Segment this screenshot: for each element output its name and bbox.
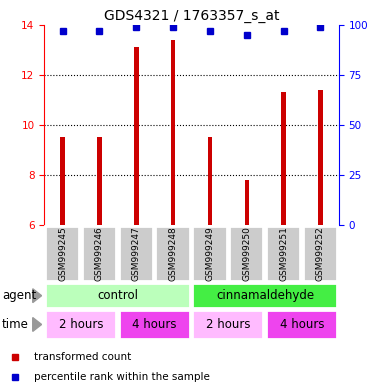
Bar [266,310,337,339]
Bar [45,283,190,308]
Text: percentile rank within the sample: percentile rank within the sample [33,372,209,382]
Text: GSM999246: GSM999246 [95,226,104,281]
Bar [45,226,79,281]
Bar [192,226,226,281]
Bar [192,283,337,308]
Polygon shape [33,318,42,331]
Bar [266,226,300,281]
Bar [171,40,175,225]
Bar [208,137,212,225]
Bar [60,137,65,225]
Text: cinnamaldehyde: cinnamaldehyde [216,289,314,302]
Title: GDS4321 / 1763357_s_at: GDS4321 / 1763357_s_at [104,8,279,23]
Bar [82,226,116,281]
Text: 4 hours: 4 hours [132,318,177,331]
Text: 4 hours: 4 hours [280,318,324,331]
Text: control: control [97,289,138,302]
Polygon shape [33,289,42,303]
Bar [134,48,139,225]
Text: transformed count: transformed count [33,352,131,362]
Bar [119,226,153,281]
Bar [156,226,190,281]
Bar [97,137,102,225]
Bar [281,93,286,225]
Bar [303,226,337,281]
Text: GSM999245: GSM999245 [58,226,67,281]
Bar [45,310,116,339]
Bar [119,310,190,339]
Bar [244,180,249,225]
Bar [192,310,263,339]
Bar [318,90,323,225]
Text: 2 hours: 2 hours [59,318,103,331]
Text: time: time [2,318,29,331]
Text: GSM999252: GSM999252 [316,226,325,281]
Text: 2 hours: 2 hours [206,318,251,331]
Bar [229,226,263,281]
Text: agent: agent [2,289,36,302]
Text: GSM999248: GSM999248 [169,226,177,281]
Text: GSM999251: GSM999251 [279,226,288,281]
Text: GSM999247: GSM999247 [132,226,141,281]
Text: GSM999249: GSM999249 [206,226,214,281]
Text: GSM999250: GSM999250 [242,226,251,281]
